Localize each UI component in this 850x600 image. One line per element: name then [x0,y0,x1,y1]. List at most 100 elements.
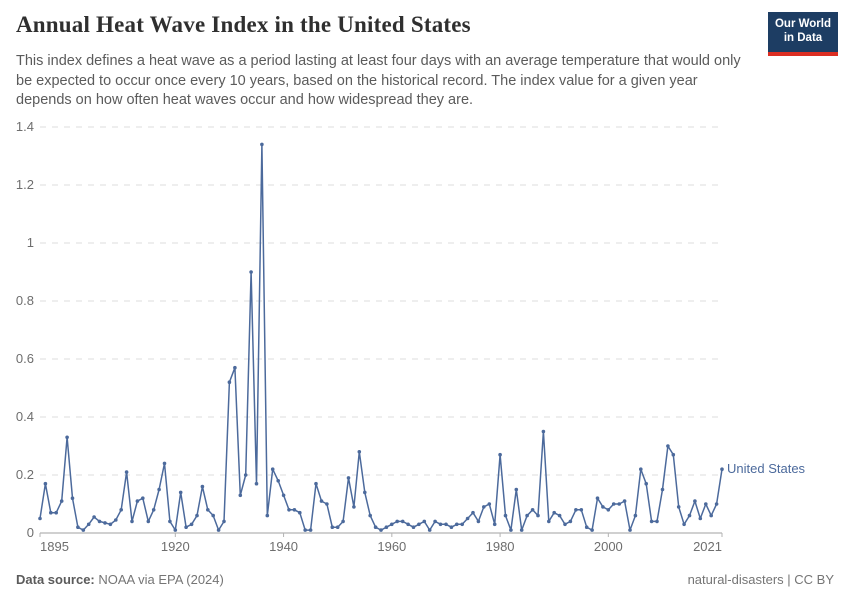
data-point [265,513,270,518]
data-point [103,521,107,525]
data-point [119,508,123,512]
data-point [714,502,719,506]
data-point [579,508,584,512]
data-point [574,508,578,512]
data-point [243,473,248,477]
y-tick-label: 0.2 [16,467,34,482]
data-point [81,528,86,532]
data-source-value: NOAA via EPA (2024) [94,572,224,587]
data-point [487,502,492,506]
data-point [676,505,681,509]
data-point [70,496,75,501]
data-point [130,519,134,524]
series-line-united-states [39,143,723,531]
data-point [498,452,502,457]
data-point [135,499,140,503]
data-point [151,508,156,512]
data-point [384,525,389,529]
data-point [541,429,546,434]
data-point [417,522,421,527]
data-point [249,270,253,274]
x-tick-label: 1920 [161,539,190,554]
data-point [352,505,356,509]
data-point [178,490,183,495]
data-point [395,519,400,524]
data-point [287,508,291,512]
data-source-note: Data source: NOAA via EPA (2024) [16,572,224,587]
data-point [38,516,42,521]
data-point [698,516,703,521]
data-point [606,508,611,512]
y-tick-label: 1 [27,235,34,250]
data-point [298,510,302,515]
data-point [346,476,351,480]
data-point [704,502,708,506]
data-point [314,481,318,486]
data-point [720,467,724,472]
data-point [709,513,713,518]
data-point [514,487,519,492]
data-point [568,519,573,524]
x-tick-label: 2021 [693,539,722,554]
data-point [157,487,161,492]
data-point [482,505,486,509]
data-point [260,142,264,147]
data-point [92,515,96,519]
data-point [617,502,621,506]
data-point [335,525,340,529]
data-point [460,522,465,527]
x-tick-label: 1895 [40,539,69,554]
data-point [525,513,529,518]
data-point [666,444,670,448]
data-point [146,519,151,524]
data-point [595,496,600,501]
data-point [536,513,540,518]
page-title: Annual Heat Wave Index in the United Sta… [16,12,471,37]
data-point [530,508,535,512]
data-point [601,505,605,509]
data-point [406,522,410,527]
data-point [444,522,448,527]
y-tick-label: 0.8 [16,293,34,308]
data-point [682,522,686,527]
data-point [325,502,329,506]
owid-logo[interactable]: Our World in Data [768,12,838,56]
series-end-label: United States [727,461,806,476]
data-point [308,528,313,532]
y-tick-label: 0.4 [16,409,34,424]
data-point [379,528,383,532]
data-point [390,522,394,527]
data-point [411,525,416,529]
data-point [368,513,373,518]
data-point [687,513,692,518]
data-point [200,484,205,489]
y-tick-label: 0.6 [16,351,34,366]
data-point [254,481,259,486]
data-point [276,479,281,483]
data-point [238,493,243,498]
y-tick-label: 0 [27,525,34,540]
data-point [449,525,454,529]
data-point [184,525,188,529]
license-note: natural-disasters | CC BY [687,572,834,587]
data-point [611,502,616,506]
data-point [43,481,48,486]
data-point [114,518,118,522]
data-point [216,528,221,532]
data-point [622,499,627,503]
x-tick-label: 1980 [486,539,515,554]
data-point [427,528,432,532]
data-point [65,435,69,440]
data-point [124,470,129,474]
data-point [222,519,226,524]
data-point [206,508,210,512]
data-point [465,516,470,521]
data-point [438,522,443,527]
data-point [141,496,145,501]
data-point [173,528,178,532]
data-point [357,450,362,454]
data-point [292,508,297,512]
chart-subtitle: This index defines a heat wave as a peri… [16,53,741,109]
data-point [97,519,102,524]
